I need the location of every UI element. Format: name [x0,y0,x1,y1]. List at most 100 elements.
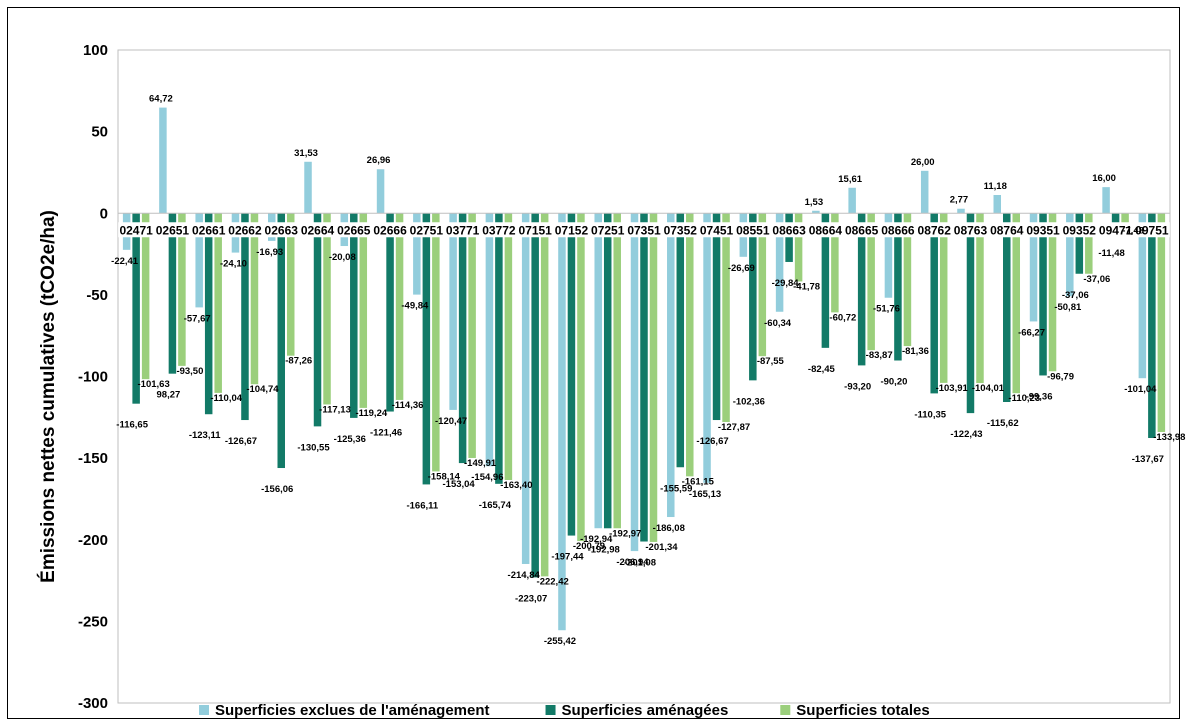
category-label: 08551 [736,223,770,237]
data-label: -37,06 [1083,274,1110,285]
data-label: -155,59 [660,483,692,494]
bar [577,213,585,542]
bar [775,213,784,312]
y-tick-label: -250 [78,613,108,630]
data-label: -201,34 [645,542,678,553]
category-label: 09751 [1135,223,1169,237]
bar [722,213,730,422]
data-label: -99,36 [1026,391,1053,402]
bar [1157,213,1166,432]
data-label: -123,11 [189,430,221,441]
category-label-bg [734,222,771,238]
bar [540,213,549,577]
data-label: -51,76 [873,304,900,315]
category-label: 07351 [627,223,661,237]
data-label: 1,53 [805,197,824,208]
category-label-bg [372,222,409,238]
category-label-bg [626,222,662,238]
bar [821,213,830,348]
bar [495,213,503,484]
category-label: 07251 [591,223,625,237]
bar [277,213,285,469]
data-label: -87,26 [285,356,312,367]
bar [867,213,875,351]
data-label: -222,42 [537,576,569,587]
bar [195,213,203,308]
bar [350,213,358,418]
bar [749,213,757,381]
data-label: -82,45 [808,364,836,375]
data-label: -104,01 [972,383,1005,394]
category-label-bg [662,222,699,238]
data-label: 11,18 [984,181,1007,192]
data-label: -7,48 [1122,225,1144,236]
category-label-bg [1025,222,1062,238]
bar [178,213,186,366]
bar [794,213,803,282]
category-label: 08762 [918,223,952,237]
data-label: 2,77 [950,195,969,206]
data-label: -149,91 [464,458,497,469]
category-label-bg [226,222,263,238]
bar [504,213,513,481]
bar [993,194,1002,214]
bar [649,213,658,542]
category-label: 09352 [1063,223,1097,237]
bar [857,213,866,366]
data-label: -126,67 [225,436,257,447]
bar [413,213,421,295]
category-label: 02664 [301,223,335,237]
data-label: -20,08 [329,252,356,263]
bar [1048,213,1057,372]
data-label: -192,97 [609,528,641,539]
data-label: -103,91 [936,383,969,394]
category-label-bg [952,222,989,238]
bar [567,213,576,536]
category-label: 08764 [990,223,1024,237]
data-label: -110,35 [914,409,946,420]
category-label-bg [408,222,445,238]
data-label: -116,65 [116,420,148,431]
data-label: -166,11 [406,500,438,511]
category-label-bg [988,222,1025,238]
category-label: 02663 [265,223,299,237]
category-label-bg [1133,222,1170,238]
category-label: 08665 [845,223,879,237]
data-label: -60,34 [764,318,792,329]
data-label: -156,06 [261,484,293,495]
bar [304,161,312,214]
category-label-bg [517,222,554,238]
bar [313,213,322,427]
bar [241,213,249,421]
category-label: 07451 [700,223,734,237]
bar [966,213,975,414]
y-tick-label: -150 [78,450,108,467]
category-label-bg [553,222,590,238]
bar [640,213,648,542]
bar [630,213,639,552]
data-label: -101,04 [1124,384,1157,395]
bar [1029,213,1038,322]
data-label: -16,93 [256,247,283,258]
data-label: -161,15 [682,476,715,487]
category-label: 09471 [1099,223,1133,237]
data-label: -197,44 [551,552,584,563]
bar [703,213,711,483]
data-label: -165,74 [479,500,512,511]
legend-swatch [545,705,556,715]
data-label: -137,67 [1132,454,1164,465]
y-tick-label: -200 [78,532,108,549]
category-label-bg [335,222,372,238]
data-label: -126,67 [696,436,728,447]
data-label: -60,72 [829,312,856,323]
bar [558,213,566,631]
y-tick-label: -100 [78,369,108,386]
data-label: -153,04 [443,479,476,490]
data-label: -165,13 [689,489,721,500]
bar [903,213,912,347]
bar [1085,213,1093,274]
bar [168,213,177,374]
category-label-bg [698,222,735,238]
legend-swatch [780,705,791,715]
category-label: 02661 [192,223,226,237]
